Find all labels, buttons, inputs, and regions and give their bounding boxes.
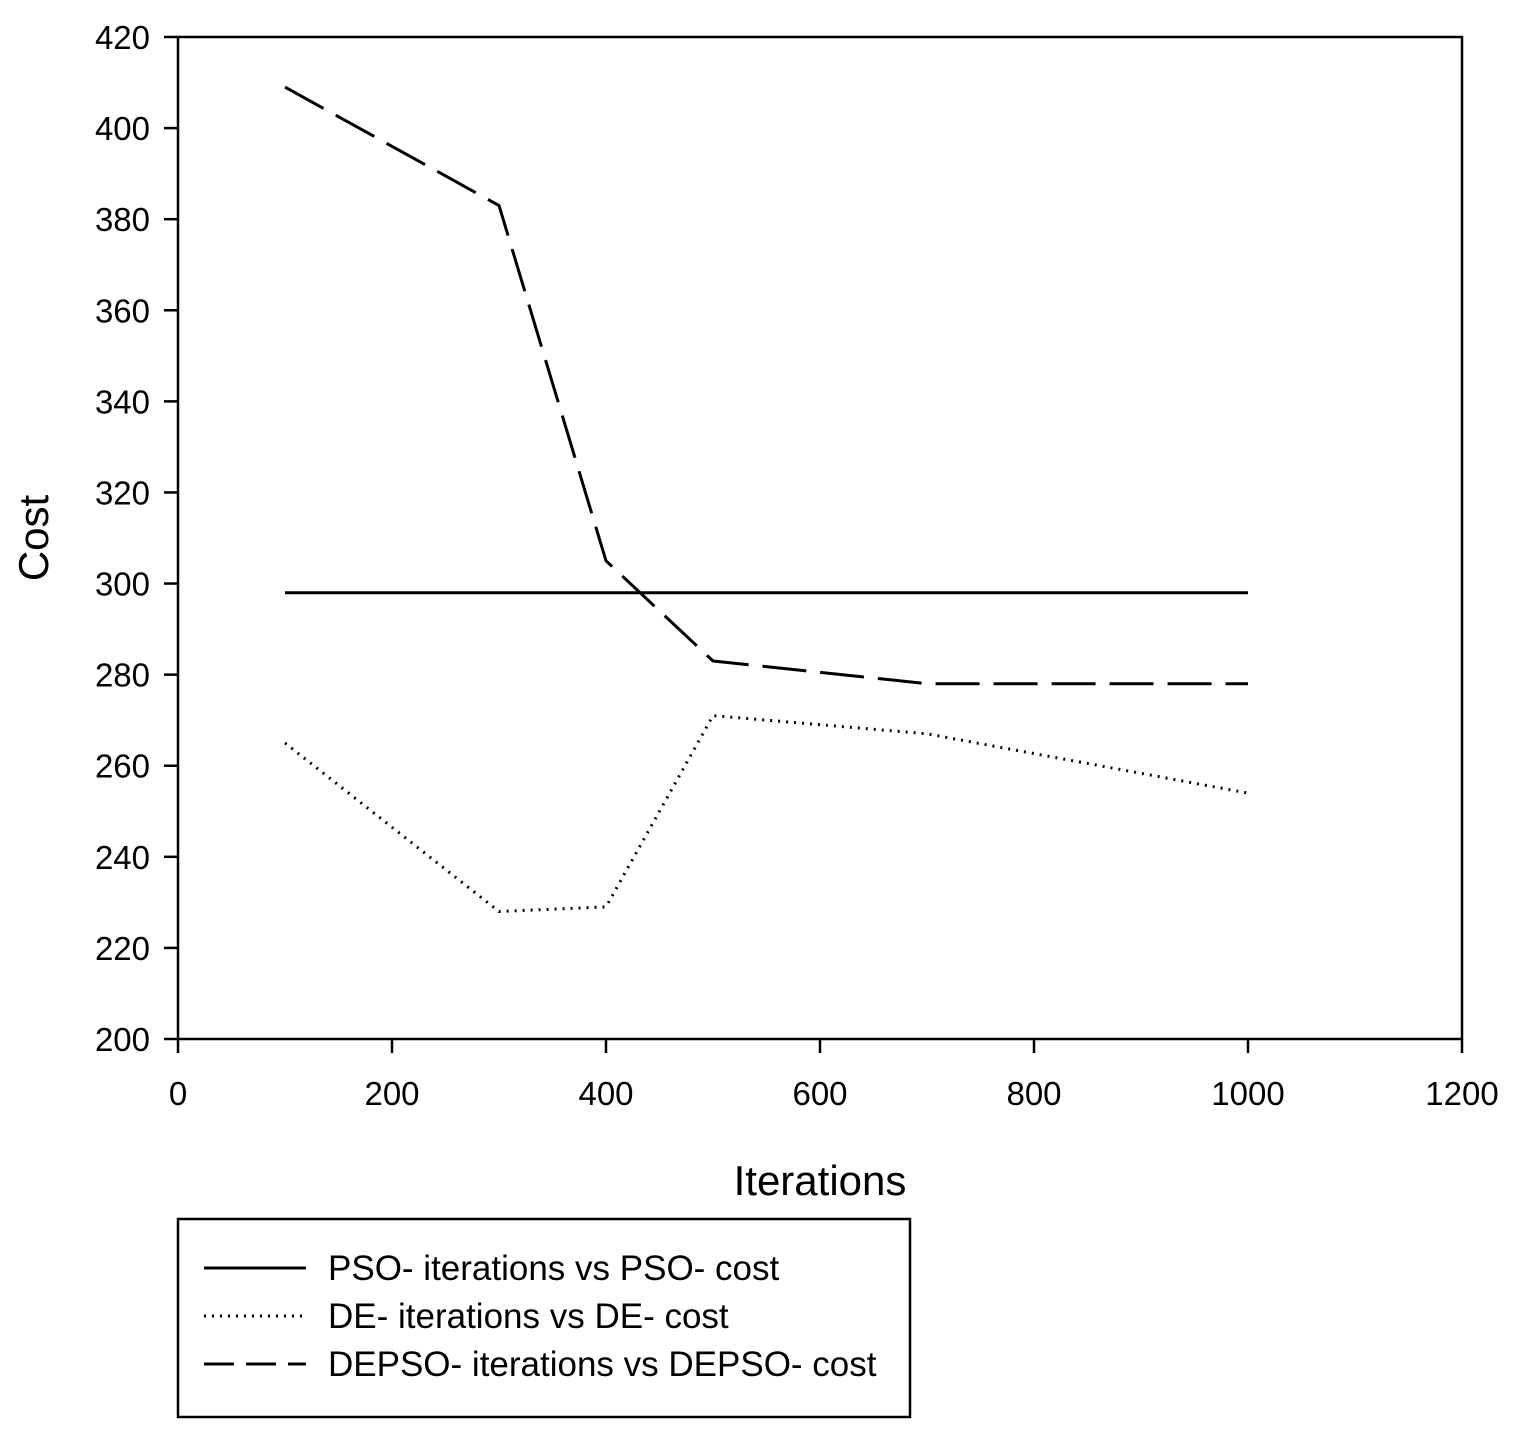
- x-axis-ticks: 0 200 400 600 800 1000 1200: [169, 1039, 1499, 1112]
- y-tick-label: 340: [95, 383, 150, 420]
- legend: PSO- iterations vs PSO- cost DE- iteratio…: [176, 1217, 912, 1419]
- y-tick-label: 300: [95, 566, 150, 603]
- x-tick-label: 400: [578, 1075, 633, 1112]
- series-line-dashed: [284, 85, 1248, 686]
- series-layer: [284, 85, 1249, 913]
- x-tick-label: 200: [364, 1075, 419, 1112]
- x-tick-label: 1000: [1211, 1075, 1284, 1112]
- y-tick-label: 380: [95, 201, 150, 238]
- y-tick-label: 420: [95, 19, 150, 56]
- y-tick-label: 220: [95, 930, 150, 967]
- legend-box: [176, 1217, 912, 1419]
- plot-frame: [176, 35, 1464, 1041]
- legend-items: PSO- iterations vs PSO- cost DE- iteratio…: [204, 1249, 877, 1384]
- x-tick-label: 1200: [1425, 1075, 1498, 1112]
- series-line-dotted: [284, 714, 1249, 913]
- x-tick-label: 600: [792, 1075, 847, 1112]
- legend-label: DE- iterations vs DE- cost: [328, 1297, 729, 1336]
- x-tick-label: 800: [1006, 1075, 1061, 1112]
- y-tick-label: 280: [95, 657, 150, 694]
- y-tick-label: 260: [95, 748, 150, 785]
- y-tick-label: 240: [95, 839, 150, 876]
- y-tick-label: 320: [95, 474, 150, 511]
- y-tick-label: 360: [95, 292, 150, 329]
- x-axis-title: Iterations: [734, 1157, 907, 1204]
- legend-label: DEPSO- iterations vs DEPSO- cost: [328, 1345, 877, 1384]
- y-axis-title: Cost: [10, 494, 57, 581]
- y-axis-ticks: 200 220 240 260 280 300 320 340 360 380 400 420: [95, 19, 178, 1058]
- x-tick-label: 0: [169, 1075, 187, 1112]
- y-tick-label: 400: [95, 110, 150, 147]
- legend-label: PSO- iterations vs PSO- cost: [328, 1249, 780, 1288]
- y-tick-label: 200: [95, 1021, 150, 1058]
